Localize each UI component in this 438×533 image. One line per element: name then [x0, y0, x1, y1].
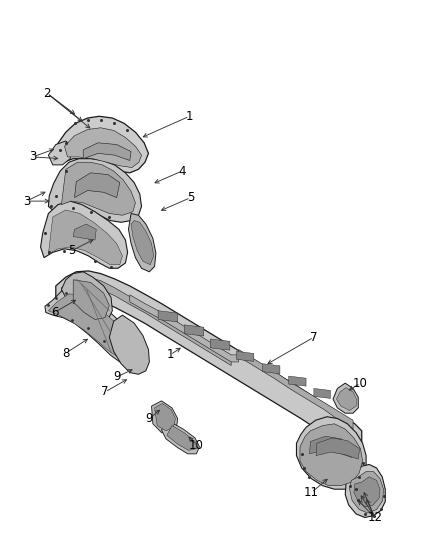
Text: 6: 6: [51, 306, 58, 319]
Polygon shape: [48, 294, 135, 360]
Text: 9: 9: [113, 370, 120, 383]
Text: 10: 10: [353, 377, 368, 390]
Polygon shape: [239, 350, 353, 429]
Polygon shape: [262, 364, 280, 374]
Text: 3: 3: [29, 150, 36, 164]
Text: 12: 12: [367, 511, 382, 524]
Polygon shape: [48, 141, 72, 165]
Polygon shape: [61, 162, 135, 215]
Polygon shape: [354, 477, 380, 507]
Text: 11: 11: [304, 486, 319, 499]
Polygon shape: [210, 339, 230, 350]
Polygon shape: [184, 325, 204, 336]
Text: 3: 3: [23, 195, 30, 208]
Polygon shape: [155, 403, 176, 431]
Polygon shape: [56, 271, 362, 447]
Polygon shape: [73, 280, 110, 319]
Polygon shape: [48, 159, 141, 222]
Polygon shape: [162, 421, 199, 454]
Polygon shape: [333, 383, 358, 413]
Polygon shape: [158, 311, 178, 322]
Text: 5: 5: [187, 191, 194, 204]
Text: 9: 9: [145, 412, 153, 425]
Polygon shape: [314, 389, 330, 399]
Polygon shape: [110, 315, 149, 374]
Text: 5: 5: [68, 244, 76, 257]
Text: 2: 2: [43, 87, 51, 100]
Polygon shape: [128, 214, 156, 272]
Text: 4: 4: [178, 165, 186, 177]
Polygon shape: [61, 277, 231, 366]
Polygon shape: [300, 424, 363, 486]
Polygon shape: [56, 116, 148, 173]
Polygon shape: [345, 464, 385, 518]
Polygon shape: [289, 376, 306, 386]
Polygon shape: [48, 210, 122, 265]
Polygon shape: [152, 401, 178, 434]
Polygon shape: [83, 143, 131, 160]
Polygon shape: [130, 295, 239, 362]
Polygon shape: [64, 128, 141, 167]
Polygon shape: [74, 173, 120, 198]
Polygon shape: [61, 272, 113, 324]
Polygon shape: [131, 221, 154, 265]
Text: 10: 10: [189, 439, 204, 451]
Polygon shape: [41, 201, 127, 268]
Text: 1: 1: [186, 110, 193, 123]
Polygon shape: [237, 351, 254, 361]
Polygon shape: [310, 436, 353, 457]
Polygon shape: [336, 387, 357, 410]
Polygon shape: [316, 438, 360, 459]
Polygon shape: [297, 417, 366, 489]
Text: 8: 8: [62, 346, 70, 360]
Polygon shape: [73, 224, 96, 240]
Polygon shape: [167, 425, 197, 450]
Text: 1: 1: [166, 349, 174, 361]
Text: 7: 7: [101, 385, 109, 399]
Text: 7: 7: [310, 330, 318, 344]
Polygon shape: [45, 288, 137, 364]
Polygon shape: [350, 472, 384, 513]
